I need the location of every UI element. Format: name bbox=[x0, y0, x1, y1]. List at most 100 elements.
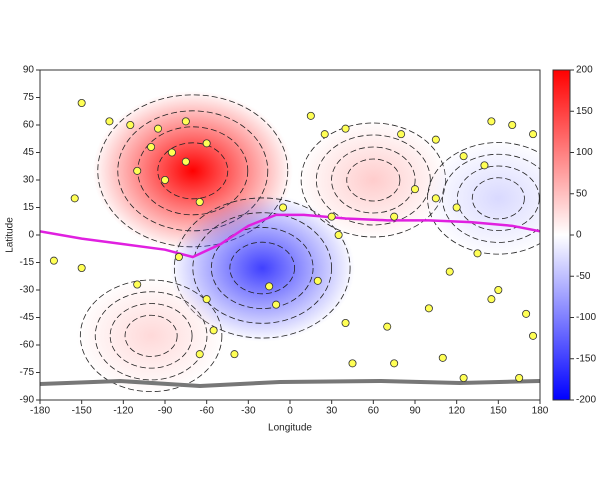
station bbox=[202, 295, 211, 304]
station bbox=[133, 280, 142, 289]
colorbar-tick-label: 100 bbox=[576, 147, 593, 158]
colorbar-tick-label: 0 bbox=[576, 230, 582, 241]
contour bbox=[456, 165, 540, 232]
station bbox=[390, 359, 399, 368]
y-tick-label: -90 bbox=[20, 395, 35, 406]
x-tick-label: -150 bbox=[72, 406, 92, 417]
contour bbox=[109, 303, 193, 369]
field-anomaly bbox=[169, 194, 355, 342]
dip-equator bbox=[40, 213, 540, 259]
station bbox=[279, 203, 288, 212]
station bbox=[515, 373, 524, 382]
x-tick-label: -30 bbox=[241, 406, 256, 417]
station bbox=[202, 139, 211, 148]
y-tick-label: 90 bbox=[23, 65, 35, 76]
coastline bbox=[40, 378, 540, 389]
colorbar-tick-label: 150 bbox=[576, 106, 593, 117]
station bbox=[438, 353, 447, 362]
field-anomaly bbox=[423, 139, 540, 258]
contour bbox=[173, 197, 351, 339]
station bbox=[334, 230, 343, 239]
station bbox=[195, 197, 204, 206]
station bbox=[341, 318, 350, 327]
station bbox=[126, 121, 135, 130]
station bbox=[70, 194, 79, 203]
field-anomaly bbox=[76, 277, 226, 395]
field-anomaly bbox=[297, 120, 450, 240]
station bbox=[529, 331, 538, 340]
x-tick-label: -60 bbox=[199, 406, 214, 417]
station bbox=[327, 212, 336, 221]
y-tick-label: -30 bbox=[20, 285, 35, 296]
y-tick-label: 0 bbox=[28, 230, 34, 241]
contour bbox=[210, 227, 314, 309]
contour bbox=[442, 153, 540, 243]
contour bbox=[157, 142, 229, 200]
station bbox=[529, 130, 538, 139]
contour bbox=[229, 241, 295, 295]
station bbox=[154, 124, 163, 133]
station bbox=[230, 350, 239, 359]
station bbox=[390, 212, 399, 221]
y-tick-label: -45 bbox=[20, 312, 35, 323]
y-tick-label: 30 bbox=[23, 175, 35, 186]
station bbox=[174, 252, 183, 261]
contour bbox=[192, 212, 332, 324]
colorbar-tick-label: -100 bbox=[576, 312, 596, 323]
station bbox=[160, 175, 169, 184]
x-tick-label: -120 bbox=[113, 406, 133, 417]
station bbox=[397, 130, 406, 139]
contour bbox=[427, 142, 540, 255]
station bbox=[494, 285, 503, 294]
contour bbox=[117, 110, 269, 232]
x-tick-label: 30 bbox=[326, 406, 338, 417]
station bbox=[459, 152, 468, 161]
station bbox=[348, 359, 357, 368]
contour bbox=[346, 158, 401, 202]
colorbar-tick-label: 200 bbox=[576, 65, 593, 76]
x-tick-label: 150 bbox=[490, 406, 507, 417]
station bbox=[341, 124, 350, 133]
station bbox=[306, 111, 315, 120]
station bbox=[195, 350, 204, 359]
station bbox=[167, 148, 176, 157]
station bbox=[272, 300, 281, 309]
station bbox=[77, 99, 86, 108]
contour bbox=[79, 279, 223, 393]
x-tick-label: 120 bbox=[448, 406, 465, 417]
station bbox=[133, 166, 142, 175]
station bbox=[445, 267, 454, 276]
station bbox=[431, 135, 440, 144]
contour bbox=[97, 94, 289, 248]
station bbox=[480, 161, 489, 170]
station bbox=[209, 326, 218, 335]
y-tick-label: -60 bbox=[20, 340, 35, 351]
contour bbox=[94, 291, 208, 381]
station bbox=[424, 304, 433, 313]
x-tick-label: -180 bbox=[30, 406, 50, 417]
colorbar-tick-label: 50 bbox=[576, 188, 588, 199]
station bbox=[77, 263, 86, 272]
x-tick-label: 90 bbox=[409, 406, 421, 417]
colorbar-tick-label: -150 bbox=[576, 353, 596, 364]
y-tick-label: 15 bbox=[23, 202, 35, 213]
station bbox=[49, 256, 58, 265]
y-tick-label: 60 bbox=[23, 120, 35, 131]
x-tick-label: 180 bbox=[532, 406, 549, 417]
station bbox=[105, 117, 114, 126]
contour bbox=[331, 146, 416, 214]
x-tick-label: 60 bbox=[368, 406, 380, 417]
x-tick-label: 0 bbox=[287, 406, 293, 417]
y-tick-label: 45 bbox=[23, 147, 35, 158]
station bbox=[181, 157, 190, 166]
colorbar-tick-label: -50 bbox=[576, 271, 591, 282]
station bbox=[320, 130, 329, 139]
station bbox=[410, 185, 419, 194]
station bbox=[459, 373, 468, 382]
station bbox=[181, 117, 190, 126]
station bbox=[487, 117, 496, 126]
x-axis-label: Longitude bbox=[268, 423, 312, 434]
station bbox=[383, 322, 392, 331]
station bbox=[431, 194, 440, 203]
